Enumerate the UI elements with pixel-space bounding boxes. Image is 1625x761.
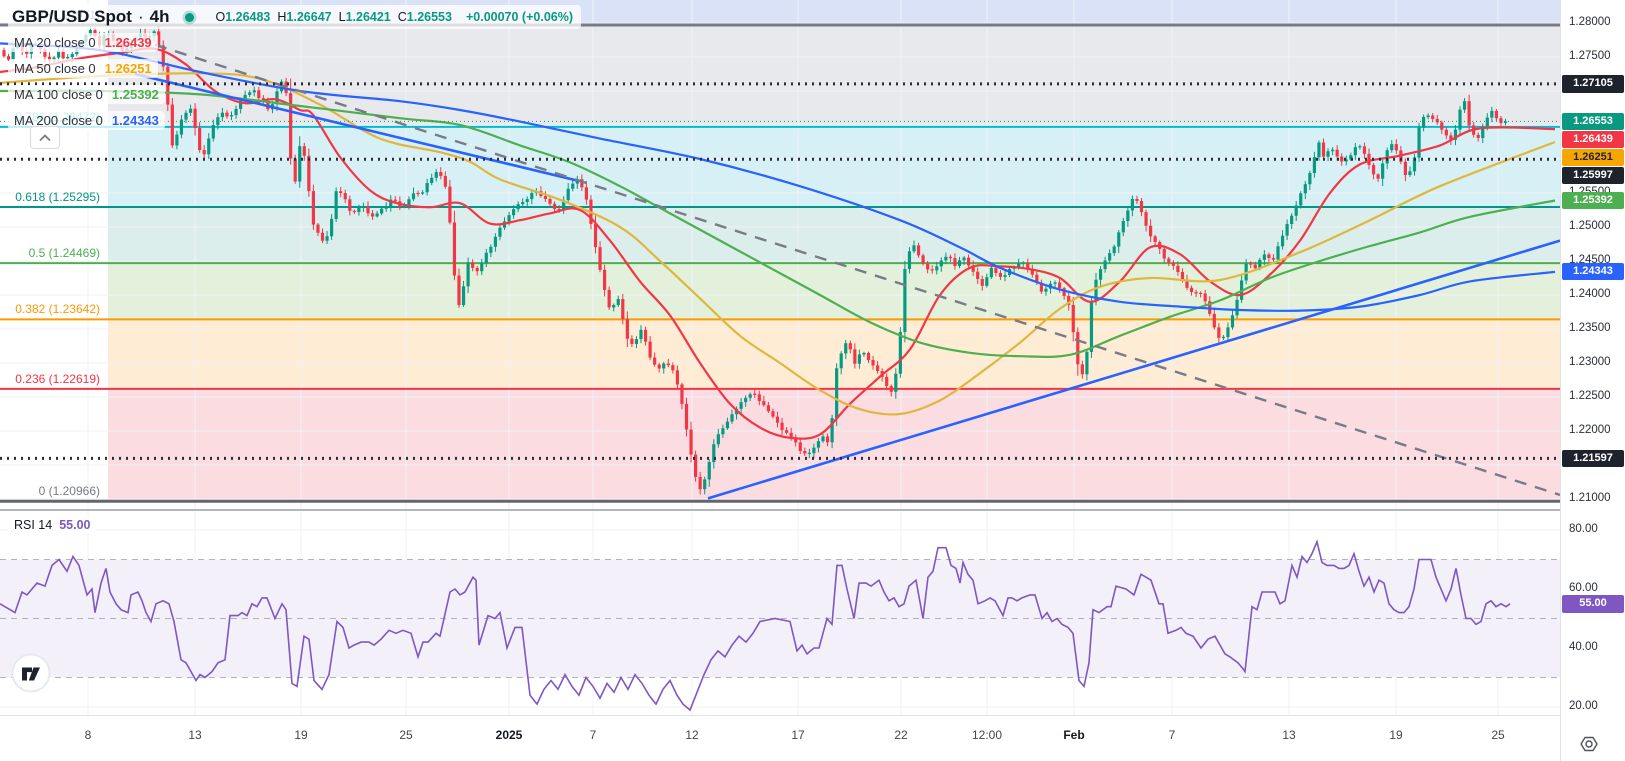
ma-legend-label: MA 20 close 0	[14, 35, 96, 50]
fib-band	[108, 126, 1560, 207]
trendline-ascending-support[interactable]	[707, 239, 1560, 500]
price-axis-label: 1.23000	[1569, 356, 1611, 368]
symbol-title[interactable]: GBP/USD Spot	[12, 7, 132, 26]
chart-interval[interactable]: 4h	[149, 7, 170, 26]
price-badge-1.26439: 1.26439	[1562, 130, 1624, 149]
ohlc-value: 1.26647	[286, 10, 332, 24]
ma-legend-label: MA 50 close 0	[14, 61, 96, 76]
rsi-axis-label: 20.00	[1569, 700, 1598, 712]
trendline-descending-dashed[interactable]	[154, 43, 1560, 497]
rsi-axis-label: 60.00	[1569, 582, 1598, 594]
rsi-axis-label: 80.00	[1569, 523, 1598, 535]
price-axis-label: 1.25000	[1569, 220, 1611, 232]
market-status-icon[interactable]	[185, 12, 195, 22]
time-axis-label[interactable]: 19	[1389, 728, 1403, 742]
rsi-pane[interactable]: RSI 14 55.00	[0, 511, 1560, 715]
symbol-legend-row[interactable]: GBP/USD Spot · 4h O 1.26483 H 1.26647 L 1.264…	[8, 5, 581, 29]
price-axis-label: 1.22500	[1569, 390, 1611, 402]
time-axis[interactable]: 8 13 19 25 2025 7 12 17 22 12:00 Feb 7 13 19 25	[0, 715, 1560, 761]
price-pane[interactable]: 1 (1.27971)0.786 (1.26472)0.618 (1.25295…	[0, 0, 1560, 510]
fib-band	[108, 263, 1560, 320]
fib-label-0: 0 (1.20966)	[38, 484, 100, 499]
ma-legend-row[interactable]: MA 50 close 0 1.26251	[8, 59, 158, 78]
time-axis-label[interactable]: 2025	[495, 728, 523, 742]
price-axis-label: 1.24000	[1569, 288, 1611, 300]
fib-label-0.236: 0.236 (1.22619)	[15, 371, 100, 386]
price-axis-label: 1.28000	[1569, 16, 1611, 28]
ma-legend-row[interactable]: MA 20 close 0 1.26439	[8, 33, 158, 52]
price-axis-label: 1.22000	[1569, 424, 1611, 436]
ohlc-value: 1.26553	[406, 10, 452, 24]
fib-band	[108, 24, 1560, 127]
fib-label-0.618: 0.618 (1.25295)	[15, 189, 100, 204]
rsi-badge-55.00: 55.00	[1562, 595, 1624, 613]
price-change: +0.00070 (+0.06%)	[465, 10, 573, 24]
price-badge-1.24343: 1.24343	[1562, 262, 1624, 281]
rsi-label: RSI 14	[14, 518, 53, 532]
ohlc-value: 1.26483	[225, 10, 271, 24]
ma-legend-value: 1.26439	[104, 35, 152, 50]
time-axis-label[interactable]: Feb	[1063, 728, 1085, 742]
ma-legend-row[interactable]: MA 100 close 0 1.25392	[8, 85, 165, 104]
price-badge-1.26251: 1.26251	[1562, 148, 1624, 167]
price-axis-label: 1.21000	[1569, 492, 1611, 504]
rsi-canvas[interactable]	[0, 511, 1560, 715]
time-axis-label[interactable]: 13	[188, 728, 202, 742]
ohlc-key: O	[215, 10, 226, 24]
ohlc-key: H	[277, 10, 287, 24]
legend-collapse-button[interactable]	[30, 126, 60, 149]
ma-line-ma100[interactable]	[0, 89, 1556, 358]
price-badge-1.27105: 1.27105	[1562, 75, 1624, 93]
time-axis-label[interactable]: 13	[1282, 728, 1296, 742]
rsi-legend[interactable]: RSI 14 55.00	[8, 517, 97, 533]
time-axis-label[interactable]: 7	[1168, 728, 1176, 742]
trendline-descending-minor[interactable]	[134, 72, 579, 183]
ohlc-value: 1.26421	[345, 10, 391, 24]
time-axis-label[interactable]: 25	[1491, 728, 1505, 742]
ohlc-key: L	[338, 10, 346, 24]
time-axis-label[interactable]: 8	[84, 728, 92, 742]
fib-label-0.382: 0.382 (1.23642)	[15, 302, 100, 317]
price-axis[interactable]: 1.280001.275001.255001.250001.245001.240…	[1560, 0, 1625, 761]
ma-legend-rows: MA 20 close 0 1.26439 MA 50 close 0 1.26251…	[8, 33, 581, 130]
time-axis-label[interactable]: 12	[685, 728, 699, 742]
price-badge-1.25392: 1.25392	[1562, 191, 1624, 210]
tradingview-logo-icon	[11, 653, 51, 693]
ohlc-values: O 1.26483 H 1.26647 L 1.26421 C 1.26553	[208, 10, 452, 24]
rsi-value: 55.00	[59, 518, 91, 532]
price-badge-1.26553: 1.26553	[1562, 112, 1624, 131]
price-chart-canvas[interactable]	[0, 0, 1560, 510]
time-axis-label[interactable]: 17	[791, 728, 805, 742]
title-separator: ·	[137, 7, 144, 26]
fib-band	[108, 388, 1560, 502]
time-axis-label[interactable]: 25	[399, 728, 413, 742]
ohlc-key: C	[397, 10, 407, 24]
settings-gear-icon[interactable]	[1577, 733, 1601, 757]
pane-divider[interactable]	[0, 509, 1560, 511]
ma-legend-label: MA 200 close 0	[14, 113, 103, 128]
chevron-up-icon	[39, 133, 51, 141]
price-axis-label: 1.23500	[1569, 322, 1611, 334]
price-badge-1.25997: 1.25997	[1562, 166, 1624, 185]
time-axis-label[interactable]: 12:00	[971, 728, 1003, 742]
ma-line-ma20[interactable]	[0, 47, 1556, 440]
rsi-axis-label: 40.00	[1569, 641, 1598, 653]
fib-label-0.5: 0.5 (1.24469)	[28, 246, 100, 261]
time-axis-label[interactable]: 7	[589, 728, 597, 742]
tradingview-logo[interactable]	[10, 652, 52, 694]
time-axis-label[interactable]: 19	[294, 728, 308, 742]
ma-legend-value: 1.24343	[111, 113, 159, 128]
rsi-line	[0, 539, 1511, 712]
fib-band	[108, 319, 1560, 389]
ma-legend-value: 1.25392	[111, 87, 159, 102]
time-axis-label[interactable]: 22	[894, 728, 908, 742]
ma-legend-value: 1.26251	[104, 61, 152, 76]
ma-legend-row[interactable]: MA 200 close 0 1.24343	[8, 111, 165, 130]
ma-legend-label: MA 100 close 0	[14, 87, 103, 102]
chart-legend: GBP/USD Spot · 4h O 1.26483 H 1.26647 L 1.264…	[8, 5, 581, 137]
price-axis-label: 1.27500	[1569, 50, 1611, 62]
price-badge-1.21597: 1.21597	[1562, 449, 1624, 468]
fib-band	[108, 206, 1560, 264]
